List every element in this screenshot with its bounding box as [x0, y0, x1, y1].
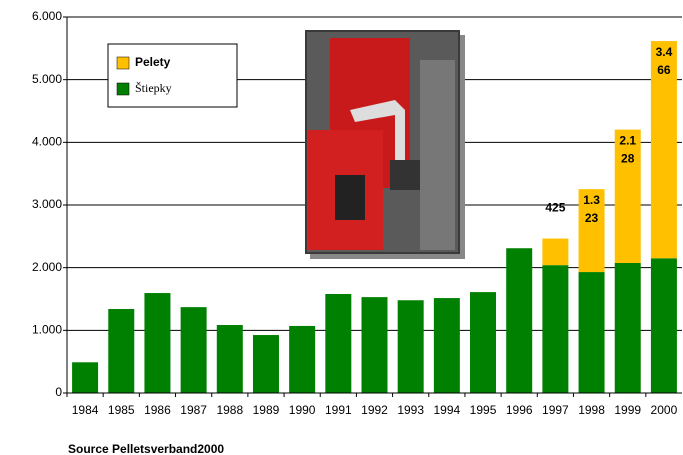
x-tick-label: 1997	[542, 403, 569, 417]
y-tick-label: 0	[55, 385, 62, 399]
x-tick-label: 1995	[470, 403, 497, 417]
bar-segment	[325, 294, 351, 393]
value-label-line: 23	[585, 211, 599, 225]
bar-segment	[217, 325, 243, 393]
bar-segment	[289, 326, 315, 393]
photo-door	[335, 175, 365, 220]
source-note: Source Pelletsverband2000	[68, 442, 224, 455]
legend-label: Pelety	[135, 55, 171, 69]
bar-segment	[579, 272, 605, 393]
photo-wall	[420, 60, 455, 250]
legend-box	[108, 44, 237, 107]
x-tick-label: 1996	[506, 403, 533, 417]
legend-swatch	[117, 83, 129, 95]
bar-segment	[398, 300, 424, 393]
legend-swatch	[117, 57, 129, 69]
y-tick-label: 4.000	[32, 135, 62, 149]
x-tick-label: 1986	[144, 403, 171, 417]
y-tick-label: 6.000	[32, 9, 62, 23]
value-label-line: 1.3	[583, 193, 600, 207]
value-label: 425	[545, 201, 565, 215]
value-label-line: 425	[545, 201, 565, 215]
bar-segment	[470, 292, 496, 393]
y-tick-label: 5.000	[32, 72, 62, 86]
x-tick-label: 1993	[397, 403, 424, 417]
bar-segment	[615, 130, 641, 263]
x-tick-label: 1994	[434, 403, 461, 417]
x-tick-label: 1990	[289, 403, 316, 417]
x-tick-label: 1988	[216, 403, 243, 417]
x-tick-label: 1992	[361, 403, 388, 417]
x-tick-label: 1998	[578, 403, 605, 417]
value-label-line: 3.4	[656, 45, 673, 59]
x-tick-label: 1991	[325, 403, 352, 417]
value-label-line: 2.1	[619, 134, 636, 148]
y-tick-label: 3.000	[32, 197, 62, 211]
bar-segment	[651, 258, 677, 393]
bar-segment	[434, 298, 460, 393]
bar-segment	[506, 248, 532, 393]
x-tick-label: 1984	[72, 403, 99, 417]
bar-segment	[615, 263, 641, 393]
x-tick-label: 2000	[651, 403, 678, 417]
legend: Pelety Štiepky	[108, 44, 237, 107]
bar-segment	[181, 307, 207, 393]
bar-segment	[72, 362, 98, 393]
y-tick-label: 2.000	[32, 260, 62, 274]
bar-segment	[362, 297, 388, 393]
x-tick-label: 1987	[180, 403, 207, 417]
bar-segment	[108, 309, 134, 393]
photo	[305, 30, 465, 259]
chart: Pelety Štiepky 0 1.000 2.000 3.000 4.000 5.000…	[0, 0, 683, 455]
value-label-line: 66	[657, 63, 671, 77]
photo-motor	[390, 160, 420, 190]
x-tick-label: 1989	[253, 403, 280, 417]
y-tick-label: 1.000	[32, 323, 62, 337]
bar-segment	[542, 239, 568, 266]
value-label-line: 28	[621, 152, 635, 166]
bar-segment	[253, 335, 279, 393]
x-tick-label: 1985	[108, 403, 135, 417]
bar-segment	[144, 293, 170, 393]
x-tick-label: 1999	[614, 403, 641, 417]
legend-label: Štiepky	[135, 81, 172, 95]
bar-segment	[542, 265, 568, 393]
